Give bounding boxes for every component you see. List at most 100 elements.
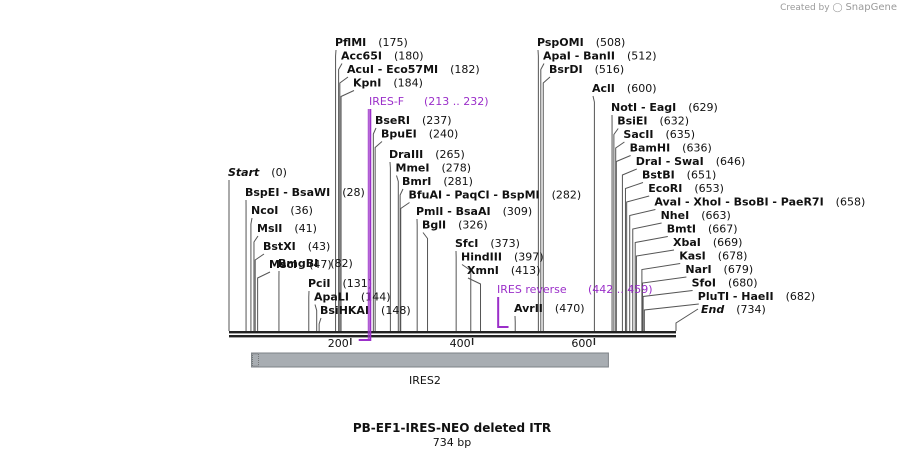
feature-bar xyxy=(251,352,609,368)
feature-start-marker xyxy=(252,353,259,367)
site-position: (144) xyxy=(361,291,391,304)
site-position: (632) xyxy=(660,115,690,128)
site-position: (184) xyxy=(393,77,423,90)
site-line xyxy=(374,141,383,331)
site-line xyxy=(626,195,650,331)
site-position: (512) xyxy=(627,50,657,63)
site-position: (682) xyxy=(786,290,816,303)
site-line xyxy=(615,155,631,331)
enzyme-label: SacII xyxy=(623,128,653,141)
enzyme-label: PluTI - HaeII xyxy=(698,290,774,303)
enzyme-label: ApaLI xyxy=(314,291,349,304)
site-position: (326) xyxy=(458,219,488,232)
enzyme-label: BmgBI xyxy=(278,257,318,270)
site-position: (646) xyxy=(716,155,746,168)
site-position: (309) xyxy=(503,205,533,218)
site-line xyxy=(613,128,619,331)
primer-range: (213 .. 232) xyxy=(424,95,489,108)
site-line-end xyxy=(675,308,699,331)
site-position: (82) xyxy=(330,257,353,270)
site-line xyxy=(629,209,656,331)
dna-strand-bottom xyxy=(229,335,676,338)
primer-label: IRES reverse xyxy=(497,283,567,296)
scale-tick-label: 200 xyxy=(328,337,349,350)
primer-range: (442 .. 459) xyxy=(588,283,653,296)
site-position: (265) xyxy=(435,148,465,161)
site-line xyxy=(250,217,253,331)
map-length: 734 bp xyxy=(433,436,471,449)
site-line xyxy=(642,276,687,331)
site-position: (667) xyxy=(708,223,738,236)
enzyme-label: DraIII xyxy=(389,148,423,161)
site-line xyxy=(396,175,399,331)
site-position: (373) xyxy=(490,237,520,250)
site-position: (148) xyxy=(381,304,411,317)
enzyme-label: KpnI xyxy=(353,77,381,90)
site-line xyxy=(339,76,349,331)
enzyme-label: BstBI xyxy=(642,169,675,182)
site-position: (47) xyxy=(309,258,332,271)
site-position: (629) xyxy=(688,101,718,114)
site-position: (669) xyxy=(713,236,743,249)
site-position: (651) xyxy=(687,169,717,182)
terminal-label: Start xyxy=(228,166,260,179)
scale-tick-label: 600 xyxy=(571,337,592,350)
enzyme-label: SfcI xyxy=(455,237,478,250)
site-line xyxy=(642,290,693,331)
site-line xyxy=(632,222,662,331)
site-line xyxy=(338,63,343,331)
enzyme-label: AcuI - Eco57MI xyxy=(347,63,438,76)
site-position: (240) xyxy=(429,128,459,141)
site-position: (680) xyxy=(728,277,758,290)
site-position: (180) xyxy=(394,50,424,63)
enzyme-label: PflMI xyxy=(335,36,366,49)
site-position: (508) xyxy=(596,36,626,49)
enzyme-label: HindIII xyxy=(461,251,502,264)
site-line xyxy=(340,90,355,331)
site-position: (282) xyxy=(552,189,582,202)
enzyme-label: BspEI - BsaWI xyxy=(245,186,330,199)
site-position: (28) xyxy=(342,186,365,199)
site-line xyxy=(542,76,551,331)
enzyme-label: AvrII xyxy=(514,302,543,315)
site-position: (635) xyxy=(665,128,695,141)
site-position: (658) xyxy=(836,196,866,209)
site-position: (516) xyxy=(595,63,625,76)
site-connector-lines xyxy=(228,49,699,331)
site-position: (36) xyxy=(290,204,313,217)
enzyme-label: BglI xyxy=(422,219,446,232)
enzyme-label: MscI xyxy=(269,258,297,271)
enzyme-label: MmeI xyxy=(396,162,430,175)
enzyme-label: BsiEI xyxy=(617,115,647,128)
site-line xyxy=(634,236,668,331)
snapgene-logo-icon: ◯ xyxy=(832,3,843,13)
site-position: (397) xyxy=(514,251,544,264)
primer-layer: IRES-F (213 .. 232) IRES reverse (442 .. 45… xyxy=(358,95,653,341)
site-position: (600) xyxy=(627,82,657,95)
enzyme-label: XbaI xyxy=(673,236,701,249)
credit-brand: SnapGene xyxy=(845,2,897,13)
site-position: (679) xyxy=(724,263,754,276)
site-line xyxy=(318,317,322,331)
site-line xyxy=(624,182,644,331)
map-title: PB-EF1-IRES-NEO deleted ITR xyxy=(353,421,551,435)
site-line xyxy=(621,168,637,331)
enzyme-label: Acc65I xyxy=(341,50,382,63)
site-position: (131) xyxy=(342,277,372,290)
enzyme-label: AvaI - XhoI - BsoBI - PaeR7I xyxy=(654,196,823,209)
site-position: (678) xyxy=(718,250,748,263)
enzyme-label: PmlI - BsaAI xyxy=(416,205,491,218)
site-line xyxy=(635,249,675,331)
site-position: (470) xyxy=(555,302,585,315)
feature-layer: IRES2 xyxy=(251,352,609,387)
site-line xyxy=(257,271,271,331)
enzyme-label: BsrDI xyxy=(549,63,583,76)
site-position: (663) xyxy=(701,209,731,222)
site-position: (41) xyxy=(294,222,317,235)
site-position: (43) xyxy=(308,240,331,253)
site-position: (0) xyxy=(271,166,287,179)
site-line xyxy=(615,141,625,331)
site-line xyxy=(461,264,472,331)
enzyme-label: SfoI xyxy=(692,277,716,290)
enzyme-label: NotI - EagI xyxy=(611,101,676,114)
